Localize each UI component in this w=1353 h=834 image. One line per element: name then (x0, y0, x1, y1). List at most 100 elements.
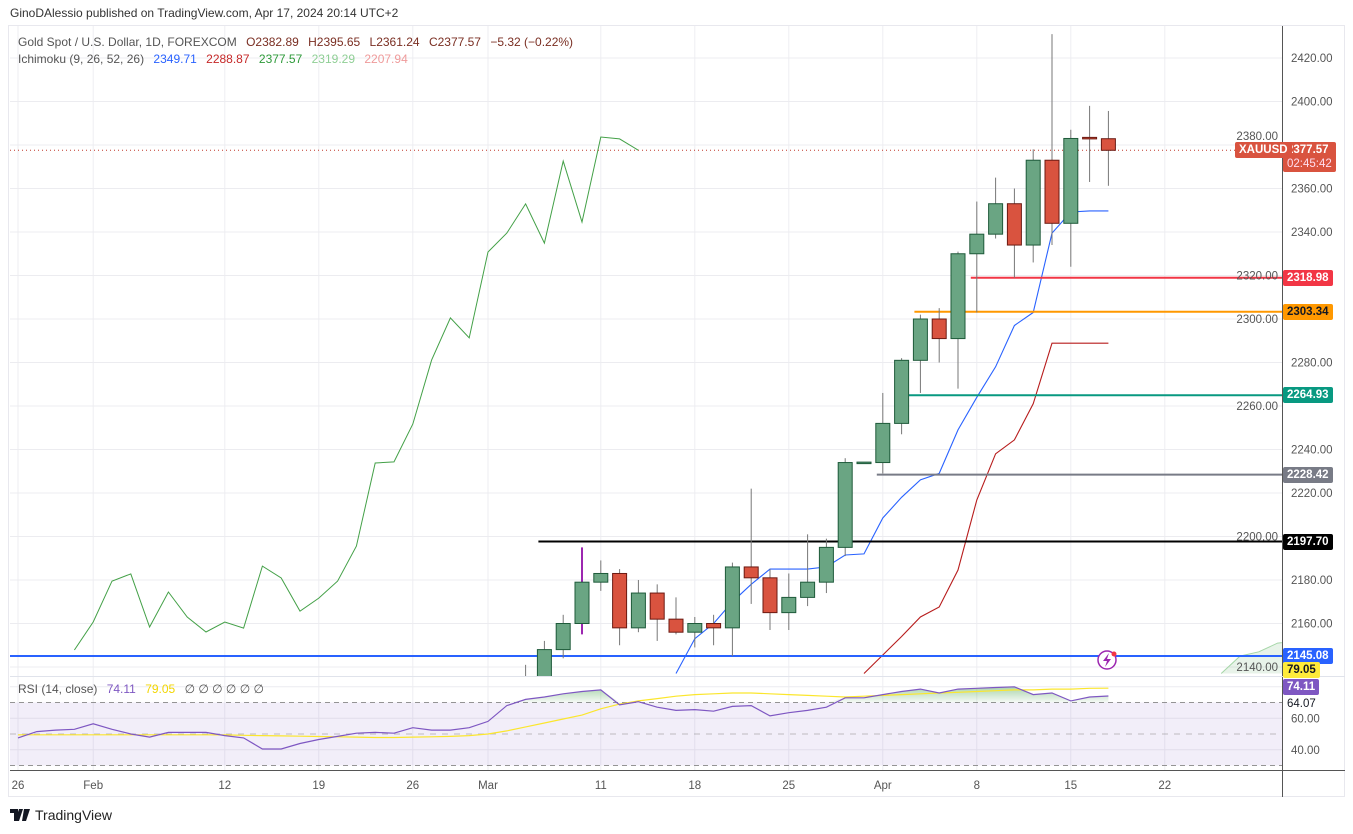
candle-body (706, 623, 722, 629)
candle-body (781, 596, 797, 614)
price-tick-label: 2400.00 (1291, 97, 1333, 109)
time-tick-label: 8 (974, 780, 980, 792)
publisher-caption: GinoDAlessio published on TradingView.co… (10, 6, 399, 20)
ichimoku-legend[interactable]: Ichimoku (9, 26, 52, 26) 2349.71 2288.87… (18, 52, 414, 66)
price-tick-label: 2220.00 (1291, 488, 1333, 500)
rsi-band-tag: 64.07 (1283, 696, 1320, 712)
rsi-pane (10, 686, 1282, 766)
time-tick-label: 11 (595, 780, 607, 792)
tradingview-footer[interactable]: TradingView (10, 807, 112, 823)
time-tick-label: Feb (83, 780, 103, 792)
level-price-tag: 2145.08 (1283, 647, 1333, 664)
rsi-tick-label: 60.00 (1291, 713, 1320, 725)
candle-body (536, 649, 552, 676)
candle-body (519, 682, 533, 693)
level-price-tag: 2264.93 (1283, 387, 1333, 404)
price-tick-label: 2380.00 (1236, 131, 1278, 143)
price-tick-label: 2200.00 (1236, 532, 1278, 544)
symbol-tag: XAUUSD (1235, 142, 1292, 159)
candle-body (856, 461, 872, 465)
rsi-extra-values: ∅ ∅ ∅ ∅ ∅ ∅ (184, 682, 264, 696)
time-tick-label: 12 (218, 780, 231, 792)
axes: 2140.002160.002180.002200.002220.002240.… (10, 26, 1345, 797)
high-value: H2395.65 (308, 35, 361, 49)
price-tick-label: 2420.00 (1291, 53, 1333, 65)
candle-body (630, 592, 646, 629)
candle-body (912, 318, 928, 361)
chart-frame (8, 25, 1345, 797)
time-tick-label: Mar (478, 780, 498, 792)
rsi-overbought-fill (18, 686, 1109, 703)
lightning-event-icon (1097, 650, 1117, 670)
price-tick-label: 2280.00 (1291, 358, 1333, 370)
price-tick-label: 2240.00 (1291, 445, 1333, 457)
candle-body (1100, 138, 1116, 151)
candle-body (988, 203, 1004, 235)
candle-body (668, 618, 684, 633)
rsi-label: RSI (14, close) (18, 682, 98, 696)
ichimoku-label: Ichimoku (9, 26, 52, 26) (18, 52, 145, 66)
open-value: O2382.89 (246, 35, 299, 49)
price-tick-label: 2140.00 (1236, 662, 1278, 674)
chikou-span-line (73, 136, 639, 651)
candle-body (969, 233, 985, 255)
symbol-name: Gold Spot / U.S. Dollar, 1D, FOREXCOM (18, 35, 237, 49)
candle-body (1082, 136, 1098, 140)
candle-body (555, 623, 571, 651)
time-tick-label: 18 (688, 780, 701, 792)
last-price-tag: 2377.57 02:45:42 (1283, 142, 1336, 173)
span-b-value: 2207.94 (364, 52, 408, 66)
rsi-ma-tag: 79.05 (1283, 662, 1320, 678)
price-tick-label: 2320.00 (1236, 271, 1278, 283)
candle-body (743, 566, 759, 579)
rsi-value: 74.11 (106, 682, 136, 696)
candle-body (574, 581, 590, 624)
candle-body (800, 581, 816, 598)
candle-body (818, 546, 834, 583)
event-dot (1111, 651, 1117, 657)
candle-body (612, 572, 628, 629)
candle-body (687, 623, 703, 633)
rsi-value-tag: 74.11 (1283, 679, 1320, 695)
price-tick-label: 2160.00 (1291, 619, 1333, 631)
rsi-tick-label: 40.00 (1291, 745, 1320, 757)
candle-body (875, 422, 891, 464)
level-price-tag: 2228.42 (1283, 466, 1333, 483)
time-tick-label: 26 (12, 780, 25, 792)
level-price-tag: 2303.34 (1283, 303, 1333, 320)
symbol-legend[interactable]: Gold Spot / U.S. Dollar, 1D, FOREXCOM O2… (18, 35, 579, 49)
candle-body (762, 577, 778, 614)
lightning-glyph (1103, 653, 1111, 667)
price-tick-label: 2360.00 (1291, 184, 1333, 196)
level-price-tag: 2197.70 (1283, 533, 1333, 550)
price-tick-label: 2340.00 (1291, 227, 1333, 239)
price-tick-label: 2300.00 (1236, 314, 1278, 326)
last-price-value: 2377.57 (1287, 144, 1329, 157)
candle-body (837, 462, 853, 548)
price-tick-label: 2260.00 (1236, 401, 1278, 413)
time-tick-label: 22 (1158, 780, 1171, 792)
candle-body (724, 566, 740, 629)
time-tick-label: 25 (782, 780, 795, 792)
change-value: −5.32 (−0.22%) (490, 35, 574, 49)
candle-body (894, 359, 910, 424)
level-price-tag: 2318.98 (1283, 269, 1333, 286)
candle-body (950, 253, 966, 340)
senkou-span-a-line (1220, 642, 1282, 674)
time-tick-label: 15 (1064, 780, 1077, 792)
tenkan-sen-line (675, 210, 1109, 674)
span-a-value: 2319.29 (311, 52, 356, 66)
kijun-sen-line (863, 342, 1109, 674)
candle-body (1063, 137, 1079, 224)
chikou-value: 2377.57 (258, 52, 303, 66)
ichimoku-cloud (1221, 642, 1282, 674)
candle-body (1044, 159, 1060, 224)
rsi-legend[interactable]: RSI (14, close) 74.11 79.05 ∅ ∅ ∅ ∅ ∅ ∅ (18, 682, 270, 696)
candle-body (931, 318, 947, 340)
close-value: C2377.57 (428, 35, 481, 49)
candle-body (593, 572, 609, 583)
tenkan-value: 2349.71 (153, 52, 197, 66)
price-pane (10, 34, 1282, 693)
candle-body (649, 592, 665, 620)
